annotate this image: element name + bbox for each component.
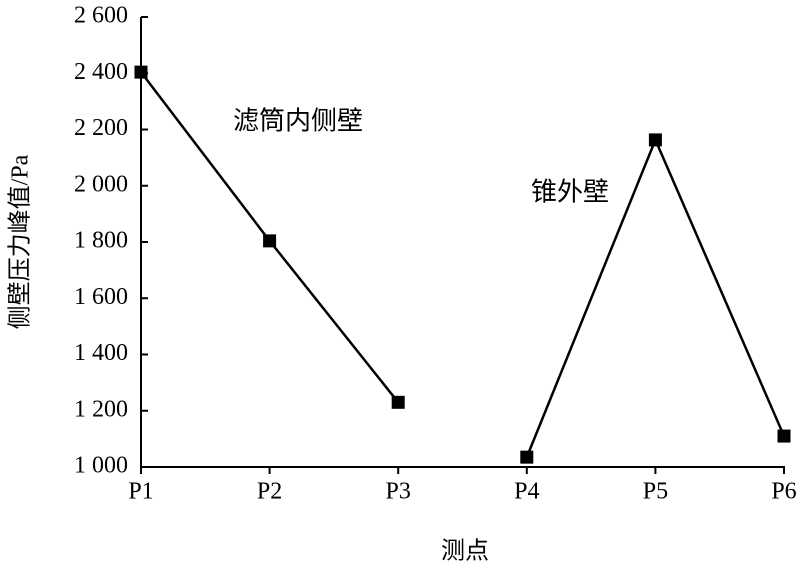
marker bbox=[777, 429, 791, 443]
marker bbox=[134, 65, 148, 79]
y-tick-label: 2 000 bbox=[74, 171, 128, 197]
y-tick-label: 1 600 bbox=[74, 284, 128, 310]
x-tick-label: P4 bbox=[514, 479, 539, 505]
y-tick-label: 1 400 bbox=[74, 340, 128, 366]
y-tick-label: 1 200 bbox=[74, 396, 128, 422]
x-tick-label: P1 bbox=[128, 479, 153, 505]
y-axis-title: 侧壁压力峰值/Pa bbox=[7, 154, 34, 329]
marker bbox=[648, 133, 662, 147]
marker bbox=[391, 395, 405, 409]
x-tick-label: P2 bbox=[257, 479, 282, 505]
y-tick-label: 2 600 bbox=[74, 3, 128, 29]
y-tick-label: 1 800 bbox=[74, 228, 128, 254]
y-tick-label: 2 400 bbox=[74, 59, 128, 85]
x-axis-title: 测点 bbox=[441, 538, 489, 565]
x-tick-label: P6 bbox=[771, 479, 796, 505]
series-label: 滤筒内侧壁 bbox=[233, 107, 363, 137]
y-tick-label: 1 000 bbox=[74, 453, 128, 479]
marker bbox=[520, 450, 534, 464]
marker bbox=[263, 234, 277, 248]
x-tick-label: P5 bbox=[643, 479, 668, 505]
y-tick-label: 2 200 bbox=[74, 115, 128, 141]
series-label: 锥外壁 bbox=[531, 178, 609, 208]
x-tick-label: P3 bbox=[386, 479, 411, 505]
